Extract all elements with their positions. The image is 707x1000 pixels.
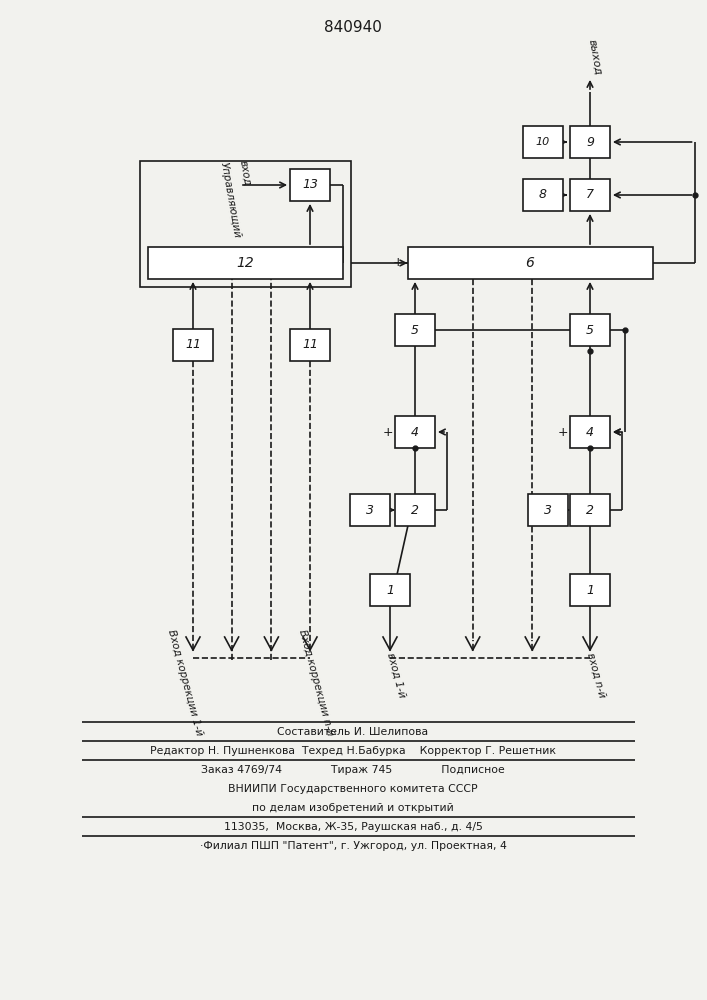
Text: 3: 3 bbox=[544, 504, 552, 516]
Bar bbox=[395, 494, 435, 526]
Text: Вход коррекции n-й: Вход коррекции n-й bbox=[297, 629, 335, 737]
Bar bbox=[570, 179, 610, 211]
Text: -: - bbox=[614, 426, 618, 438]
Bar bbox=[290, 169, 330, 201]
Bar bbox=[370, 574, 410, 606]
Text: -: - bbox=[439, 426, 443, 438]
Bar bbox=[570, 416, 610, 448]
Bar bbox=[523, 179, 563, 211]
Text: +: + bbox=[382, 426, 393, 438]
Text: 2: 2 bbox=[586, 504, 594, 516]
Text: вход: вход bbox=[238, 159, 252, 187]
Text: ВНИИПИ Государственного комитета СССР: ВНИИПИ Государственного комитета СССР bbox=[228, 784, 478, 794]
Bar bbox=[570, 314, 610, 346]
Text: Вход коррекции 1-й: Вход коррекции 1-й bbox=[166, 629, 204, 737]
Text: 6: 6 bbox=[525, 256, 534, 270]
Text: 13: 13 bbox=[302, 178, 318, 192]
Bar bbox=[407, 247, 653, 279]
Text: 11: 11 bbox=[185, 338, 201, 352]
Bar bbox=[523, 126, 563, 158]
Text: 1: 1 bbox=[586, 584, 594, 596]
Text: 840940: 840940 bbox=[324, 20, 382, 35]
Bar bbox=[350, 494, 390, 526]
Text: 7: 7 bbox=[586, 188, 594, 202]
Bar bbox=[395, 314, 435, 346]
Text: 9: 9 bbox=[586, 135, 594, 148]
Bar bbox=[570, 574, 610, 606]
Text: выход: выход bbox=[587, 38, 603, 76]
Text: Заказ 4769/74              Тираж 745              Подписное: Заказ 4769/74 Тираж 745 Подписное bbox=[201, 765, 505, 775]
Text: 5: 5 bbox=[411, 324, 419, 336]
Text: Редактор Н. Пушненкова  Техред Н.Бабурка    Корректор Г. Решетник: Редактор Н. Пушненкова Техред Н.Бабурка … bbox=[150, 746, 556, 756]
Text: 10: 10 bbox=[536, 137, 550, 147]
Text: +: + bbox=[558, 426, 568, 438]
Text: 4: 4 bbox=[411, 426, 419, 438]
Text: +: + bbox=[392, 256, 403, 269]
Text: 3: 3 bbox=[366, 504, 374, 516]
Bar bbox=[139, 161, 351, 287]
Bar bbox=[570, 126, 610, 158]
Text: 11: 11 bbox=[302, 338, 318, 352]
Text: ·Филиал ПШП "Патент", г. Ужгород, ул. Проектная, 4: ·Филиал ПШП "Патент", г. Ужгород, ул. Пр… bbox=[199, 841, 506, 851]
Text: Составитель И. Шелипова: Составитель И. Шелипова bbox=[277, 727, 428, 737]
Text: вход n-й: вход n-й bbox=[585, 651, 607, 699]
Bar bbox=[173, 329, 213, 361]
Text: 4: 4 bbox=[586, 426, 594, 438]
Bar bbox=[395, 416, 435, 448]
Text: 12: 12 bbox=[236, 256, 254, 270]
Text: Управляющий: Управляющий bbox=[218, 161, 242, 239]
Bar bbox=[528, 494, 568, 526]
Text: 5: 5 bbox=[586, 324, 594, 336]
Text: по делам изобретений и открытий: по делам изобретений и открытий bbox=[252, 803, 454, 813]
Text: 113035,  Москва, Ж-35, Раушская наб., д. 4/5: 113035, Москва, Ж-35, Раушская наб., д. … bbox=[223, 822, 482, 832]
Bar bbox=[570, 494, 610, 526]
Text: 8: 8 bbox=[539, 188, 547, 202]
Bar bbox=[148, 247, 342, 279]
Text: вход 1-й: вход 1-й bbox=[385, 651, 407, 699]
Text: 1: 1 bbox=[386, 584, 394, 596]
Bar bbox=[290, 329, 330, 361]
Text: 2: 2 bbox=[411, 504, 419, 516]
